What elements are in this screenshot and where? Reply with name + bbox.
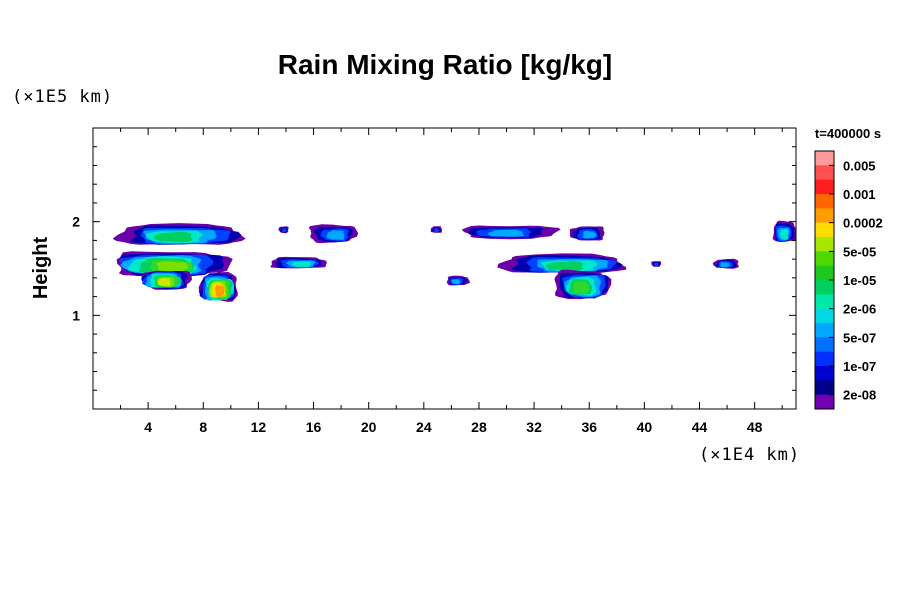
colorbar-label: 0.001 [843,187,876,202]
colorbar-segment [815,294,834,309]
rain-contour [326,230,345,240]
colorbar-label: 0.0002 [843,216,883,231]
x-tick-label: 48 [747,419,763,435]
rain-contour [157,277,171,287]
x-tick-label: 24 [416,419,432,435]
x-tick-label: 40 [637,419,653,435]
rain-contour [282,228,287,233]
colorbar-segment [815,179,834,195]
colorbar-labels: 0.005 0.001 0.0002 5e-05 1e-05 2e-06 5e-07 1e-0… [829,158,883,403]
y-tick-label: 2 [72,214,80,230]
colorbar-segment [815,366,834,381]
colorbar-segment [815,337,834,352]
x-tick-label: 16 [306,419,322,435]
rain-contour [545,261,584,271]
x-tick-label: 36 [581,419,597,435]
colorbar-segment [815,251,834,266]
colorbar-label: 2e-08 [843,388,876,403]
colorbar-segment [815,237,834,252]
x-axis-unit: (×1E4 km) [699,445,800,465]
rain-contour [215,284,225,298]
colorbar-label: 2e-06 [843,302,876,317]
colorbar-label: 1e-07 [843,359,876,374]
x-tick-label: 44 [692,419,708,435]
colorbar-segment [815,308,834,324]
colorbar-segment [815,194,834,209]
x-tick-label: 12 [251,419,267,435]
rain-contour [488,229,525,237]
chart-title: Rain Mixing Ratio [kg/kg] [278,49,612,80]
rain-contour [573,281,589,295]
time-label: t=400000 s [815,126,881,141]
rain-contour [451,279,460,285]
y-axis-unit: (×1E5 km) [12,87,113,107]
x-tick-label: 4 [144,419,152,435]
rain-contour [780,229,789,240]
colorbar-segment [815,208,834,223]
y-tick-labels: 12 [72,214,80,324]
colorbar-segment [815,222,834,238]
colorbar-label: 5e-07 [843,330,876,345]
colorbar-label: 1e-05 [843,273,876,288]
colorbar-segment [815,165,834,180]
rain-contour [434,228,440,233]
rain-contour [720,262,730,268]
rain-contour [292,261,311,267]
colorbar-segment [815,380,834,395]
rain-contour [582,230,597,239]
plot-frame [92,127,797,410]
rain-contour [156,261,189,273]
y-tick-label: 1 [72,307,80,323]
colorbar-segment [815,280,834,295]
rain-field [112,220,796,302]
colorbar-segment [815,323,834,338]
colorbar-label: 5e-05 [843,244,876,259]
colorbar-segment [815,351,834,367]
colorbar-segment [815,265,834,281]
colorbar-segment [815,151,834,166]
x-tick-labels: 4 8 12 16 20 24 28 32 36 40 44 48 [144,419,762,435]
x-tick-label: 8 [199,419,207,435]
rain-contour [654,262,659,266]
axis-ticks [93,128,796,409]
x-tick-label: 20 [361,419,377,435]
colorbar-segment [815,394,834,410]
x-tick-label: 32 [526,419,542,435]
colorbar-label: 0.005 [843,158,876,173]
y-axis-title: Height [30,237,52,300]
rain-contour [153,231,193,243]
x-tick-label: 28 [471,419,487,435]
